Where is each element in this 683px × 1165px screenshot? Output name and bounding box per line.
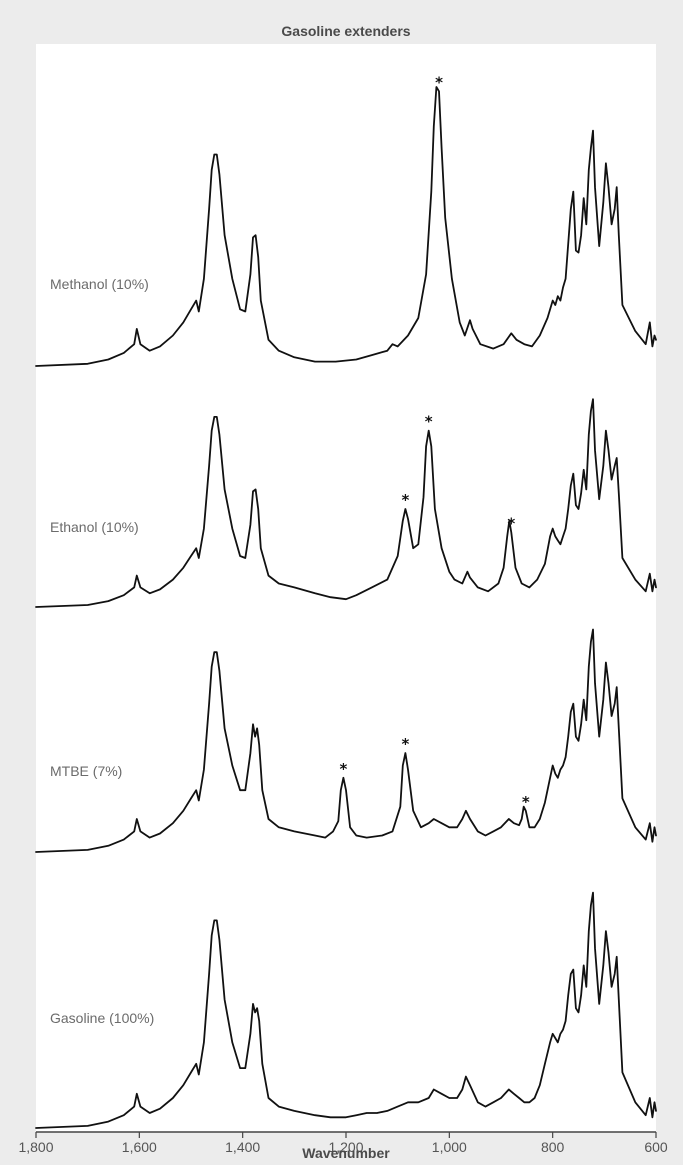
- x-tick-label-600: 600: [644, 1139, 668, 1155]
- peak-marker-1-2: *: [507, 515, 515, 533]
- peak-marker-2-2: *: [522, 793, 530, 811]
- spectrum-line-0: [35, 86, 657, 367]
- spectrum-line-2: [35, 628, 657, 853]
- peak-marker-2-0: *: [339, 760, 347, 778]
- peak-marker-1-1: *: [425, 413, 433, 431]
- x-tick-label-1600: 1,600: [122, 1139, 157, 1155]
- series-label-3: Gasoline (100%): [50, 1010, 154, 1026]
- peak-marker-0-0: *: [435, 73, 443, 91]
- x-tick-label-800: 800: [541, 1139, 565, 1155]
- series-label-0: Methanol (10%): [50, 276, 149, 292]
- x-axis-ticks: 1,800 1,600 1,400 1,200 1,000 800 600: [18, 1132, 668, 1155]
- x-tick-label-1800: 1,800: [18, 1139, 53, 1155]
- peak-markers: * * * * * * *: [339, 73, 530, 811]
- plot-area: [36, 44, 656, 1132]
- x-tick-label-1400: 1,400: [225, 1139, 260, 1155]
- series-labels: Methanol (10%) Ethanol (10%) MTBE (7%) Gaso…: [50, 276, 154, 1026]
- x-axis-label: Wavenumber: [302, 1145, 390, 1161]
- spectra-traces: [35, 86, 657, 1129]
- x-tick-label-1000: 1,000: [432, 1139, 467, 1155]
- spectrum-line-1: [35, 398, 657, 608]
- spectrum-line-3: [35, 891, 657, 1129]
- chart-title: Gasoline extenders: [281, 23, 410, 39]
- peak-marker-2-1: *: [401, 735, 409, 753]
- peak-marker-1-0: *: [401, 491, 409, 509]
- x-tick-label-1200: 1,200: [328, 1139, 363, 1155]
- series-label-1: Ethanol (10%): [50, 519, 139, 535]
- series-label-2: MTBE (7%): [50, 763, 122, 779]
